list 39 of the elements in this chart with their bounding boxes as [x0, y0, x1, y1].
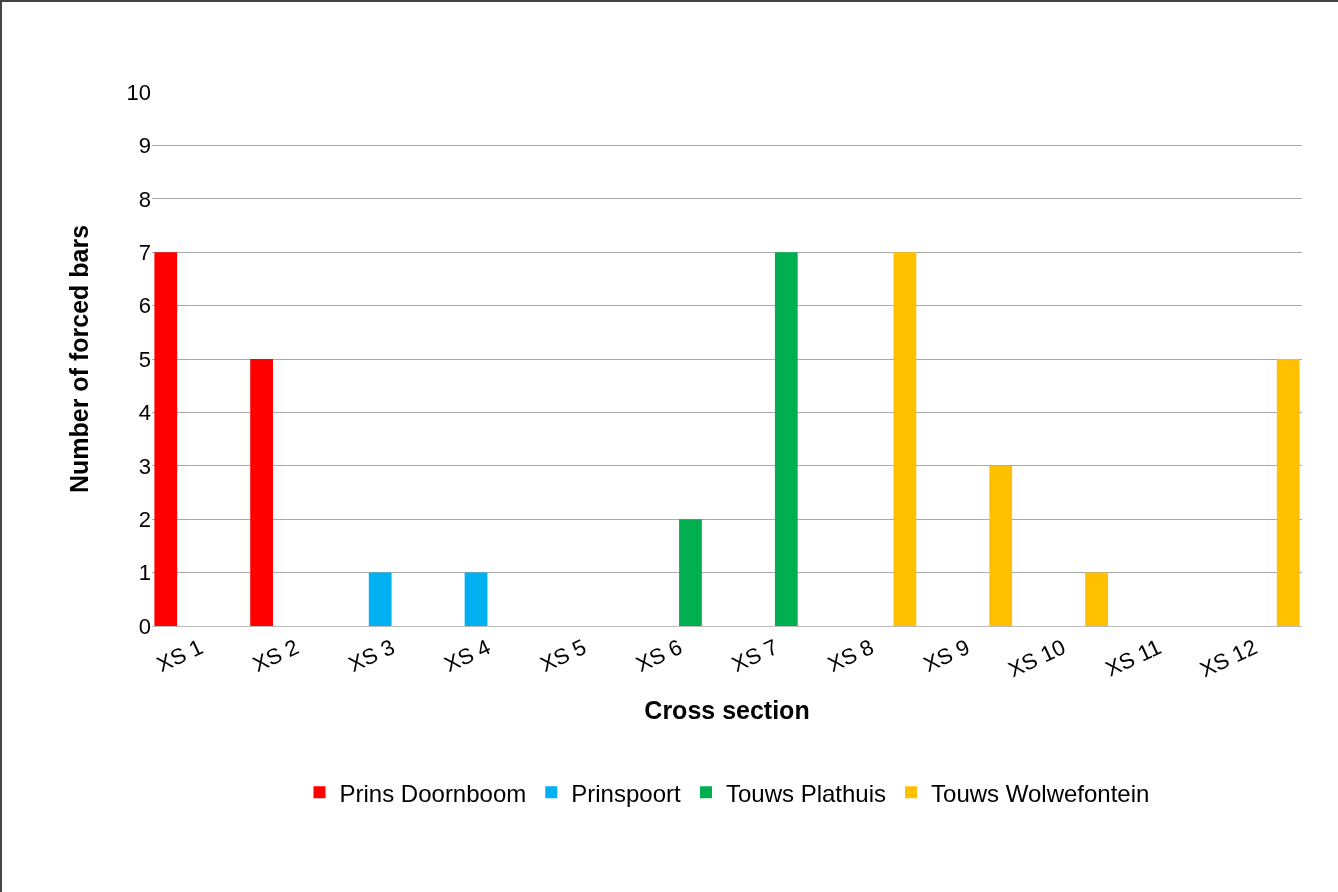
y-tick-label: 5 — [138, 346, 151, 372]
x-axis-title: Cross section — [644, 696, 810, 725]
bar — [250, 359, 273, 626]
bar — [893, 252, 917, 626]
x-tick-label: XS 1 — [152, 634, 207, 678]
bar — [1276, 359, 1300, 626]
bar — [154, 252, 178, 626]
y-axis-title: Number of forced bars — [65, 224, 94, 494]
bar — [679, 519, 702, 626]
bar — [368, 572, 392, 626]
x-tick-label: XS 10 — [1004, 634, 1070, 683]
y-tick-label: 4 — [138, 400, 151, 426]
y-tick-label: 3 — [138, 453, 151, 479]
bar — [464, 572, 488, 626]
x-tick-label: XS 8 — [823, 634, 878, 678]
y-tick-label: 0 — [138, 613, 151, 639]
legend-label: Prins Doornboom — [339, 779, 527, 807]
y-tick-label: 9 — [138, 133, 151, 159]
legend-label: Touws Wolwefontein — [931, 779, 1150, 807]
x-tick-label: XS 3 — [344, 634, 399, 678]
x-tick-label: XS 12 — [1195, 634, 1261, 683]
x-tick-label: XS 9 — [919, 634, 974, 678]
x-tick-label: XS 4 — [440, 634, 495, 678]
x-tick-label: XS 2 — [248, 634, 303, 678]
y-tick-label: 10 — [126, 79, 151, 105]
x-tick-label: XS 5 — [536, 634, 591, 678]
x-tick-label: XS 7 — [727, 634, 782, 678]
y-tick-label: 8 — [138, 186, 151, 212]
legend-label: Prinspoort — [571, 779, 681, 807]
legend-label: Touws Plathuis — [725, 779, 887, 807]
y-tick-label: 6 — [138, 293, 151, 319]
bar — [1085, 572, 1108, 626]
bar — [774, 252, 798, 626]
x-tick-label: XS 6 — [632, 634, 686, 678]
y-tick-label: 2 — [138, 506, 151, 532]
y-tick-label: 7 — [138, 239, 151, 265]
y-tick-label: 1 — [138, 560, 151, 586]
bar — [989, 465, 1013, 626]
x-tick-label: XS 11 — [1101, 634, 1166, 682]
